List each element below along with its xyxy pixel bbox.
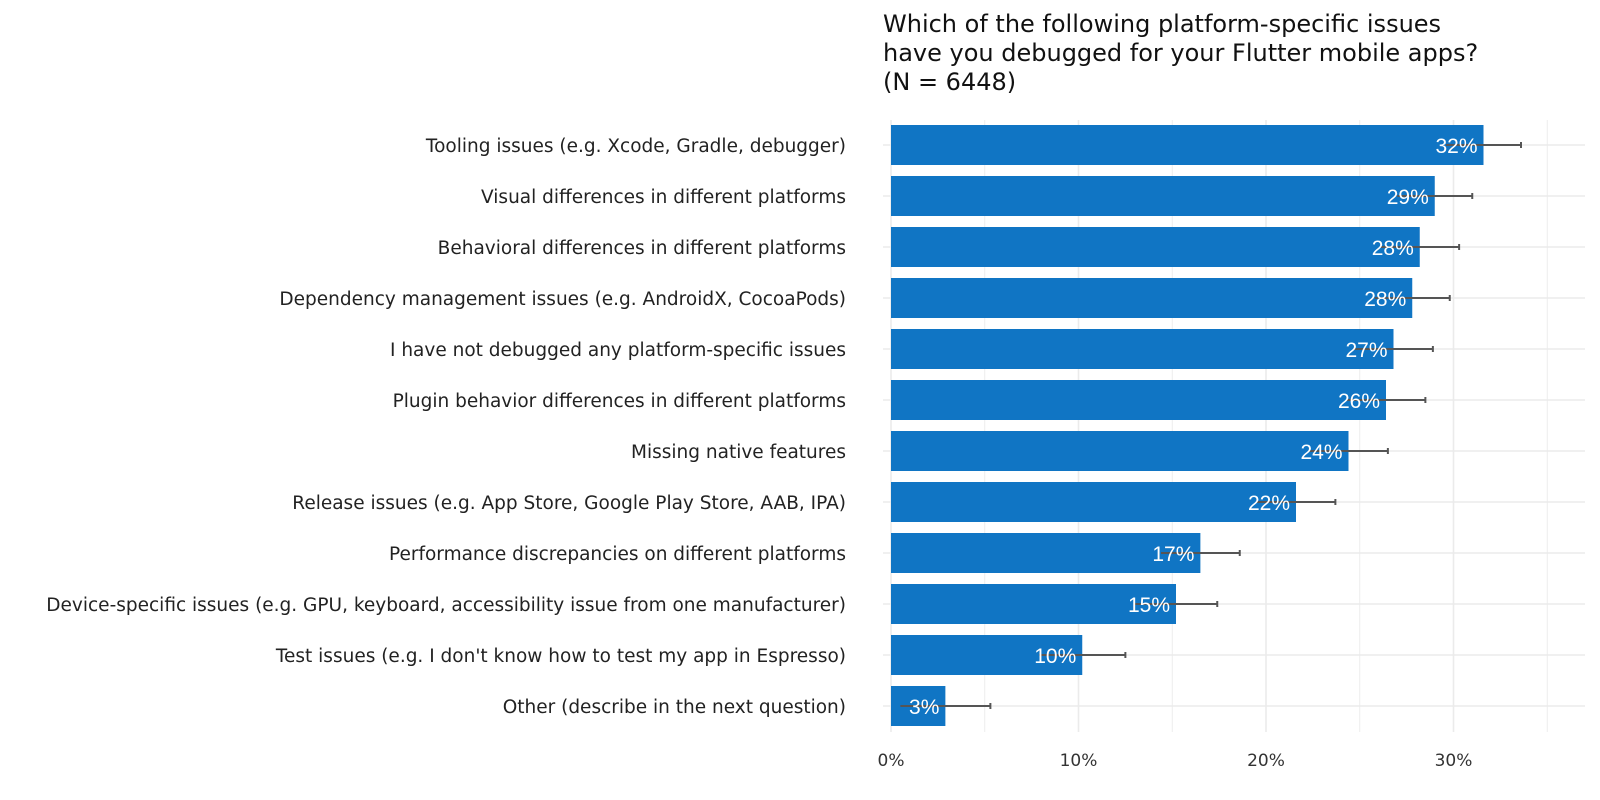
data-label: 28% <box>1372 237 1414 260</box>
bar <box>891 533 1201 573</box>
error-bar <box>1134 601 1219 607</box>
data-label: 27% <box>1345 339 1387 362</box>
bar <box>891 431 1349 471</box>
error-bar <box>1256 499 1337 505</box>
category-label: Device-specific issues (e.g. GPU, keyboa… <box>46 595 846 616</box>
data-label: 22% <box>1248 492 1290 515</box>
error-bar <box>1374 295 1451 301</box>
data-label: 28% <box>1364 288 1406 311</box>
category-label: Dependency management issues (e.g. Andro… <box>279 289 846 310</box>
bar <box>891 227 1420 267</box>
chart-title: Which of the following platform-specific… <box>883 10 1479 96</box>
category-label: Release issues (e.g. App Store, Google P… <box>292 493 846 514</box>
category-label: Behavioral differences in different plat… <box>438 238 846 259</box>
error-bar <box>900 703 992 709</box>
data-label: 15% <box>1128 594 1170 617</box>
category-label: Performance discrepancies on different p… <box>389 544 846 565</box>
error-bar <box>1161 550 1241 556</box>
category-label: I have not debugged any platform-specifi… <box>390 340 846 361</box>
data-label: 29% <box>1387 186 1429 209</box>
data-label: 3% <box>909 696 939 719</box>
bar <box>891 125 1484 165</box>
bar <box>891 380 1386 420</box>
category-label: Visual differences in different platform… <box>481 187 846 208</box>
data-label: 24% <box>1300 441 1342 464</box>
x-tick-label: 30% <box>1435 751 1473 771</box>
data-label: 17% <box>1152 543 1194 566</box>
category-label: Other (describe in the next question) <box>503 697 846 718</box>
data-label: 32% <box>1435 135 1477 158</box>
error-bar <box>1346 397 1427 403</box>
x-tick-label: 10% <box>1060 751 1098 771</box>
bar <box>891 176 1435 216</box>
error-bar <box>1354 346 1434 352</box>
category-label: Tooling issues (e.g. Xcode, Gradle, debu… <box>425 136 846 157</box>
category-label: Plugin behavior differences in different… <box>393 391 846 412</box>
bars-layer <box>891 125 1522 726</box>
error-bar <box>1397 193 1474 199</box>
x-tick-label: 20% <box>1247 751 1285 771</box>
error-bar <box>1380 244 1461 250</box>
category-label: Missing native features <box>631 442 846 463</box>
labels-layer: 32% Tooling issues (e.g. Xcode, Gradle, d… <box>46 135 1477 719</box>
error-bar <box>1039 652 1127 658</box>
bar <box>891 482 1296 522</box>
x-axis: 0% 10% 20% 30% <box>878 751 1473 771</box>
bar <box>891 278 1413 318</box>
error-bar <box>1446 142 1522 148</box>
data-label: 10% <box>1034 645 1076 668</box>
bar <box>891 584 1176 624</box>
category-label: Test issues (e.g. I don't know how to te… <box>275 646 846 667</box>
bar <box>891 329 1394 369</box>
data-label: 26% <box>1338 390 1380 413</box>
x-tick-label: 0% <box>878 751 905 771</box>
error-bar <box>1309 448 1389 454</box>
